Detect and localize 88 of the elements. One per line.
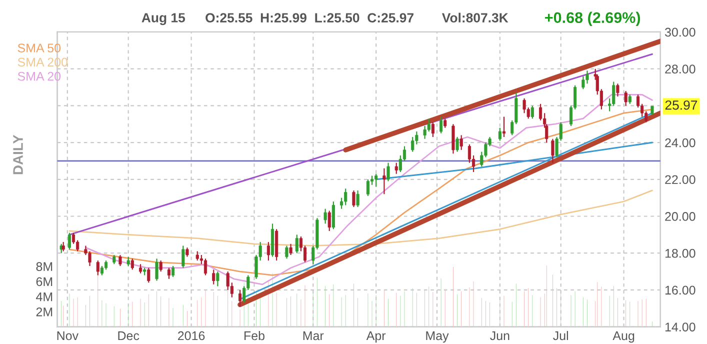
candlestick [452, 124, 455, 154]
candlestick [624, 90, 628, 106]
text: SMA 50 [18, 44, 61, 52]
candlestick [352, 190, 356, 208]
y2-tick-label: 8M [36, 262, 52, 271]
candlestick [147, 267, 150, 284]
x-tick-label: Jul [553, 330, 568, 340]
x-tick-label: Dec [118, 331, 140, 340]
candlestick [68, 232, 71, 250]
candlestick [171, 265, 175, 278]
candlestick [118, 254, 122, 267]
candlestick [456, 136, 459, 152]
text: O:25.55 H:25.99 L:25.50 C:25.97 [206, 13, 414, 22]
candlestick [539, 103, 542, 121]
y-tick-label: 18.00 [665, 248, 696, 258]
annotation: 25.97 [665, 100, 698, 110]
candlestick [460, 134, 463, 150]
y2-tick-label: 2M [36, 307, 52, 316]
x-tick-label: Feb [244, 330, 264, 340]
candlestick [394, 162, 398, 174]
candlestick [344, 188, 348, 206]
y-tick-label: 14.00 [665, 322, 696, 332]
candlestick [295, 234, 298, 254]
candlestick [155, 258, 158, 282]
y2-tick-label: 6M [36, 277, 52, 286]
candlestick [366, 178, 370, 197]
y-tick-label: 28.00 [665, 64, 696, 74]
candlestick [100, 265, 104, 276]
candlestick [498, 127, 502, 142]
candlestick [96, 260, 100, 276]
candlestick [104, 260, 108, 270]
candlestick [628, 94, 632, 104]
x-tick-label: Mar [303, 331, 324, 340]
y2-tick-label: 4M [36, 292, 52, 302]
candlestick [530, 105, 534, 120]
candlestick [324, 208, 327, 224]
text: Aug 15 [142, 13, 186, 26]
candlestick [468, 144, 471, 164]
text: SMA 200 [18, 58, 68, 67]
text: SMA 20 [18, 72, 61, 81]
text: Vol:807.3K [442, 12, 508, 22]
candlestick [328, 210, 331, 232]
x-tick-label: Jun [490, 331, 510, 340]
x-tick-label: Apr [366, 331, 386, 343]
y-tick-label: 20.00 [665, 212, 696, 221]
y-tick-label: 22.00 [665, 175, 696, 184]
candlestick [423, 125, 426, 140]
candlestick [289, 243, 292, 256]
candlestick [112, 254, 116, 265]
candlestick [167, 267, 170, 280]
y-tick-label: 16.00 [665, 286, 696, 295]
candlestick [551, 138, 554, 164]
candlestick [204, 258, 208, 276]
x-tick-label: Aug [612, 331, 634, 343]
candlestick [266, 241, 270, 262]
candlestick [196, 250, 199, 262]
candlestick [356, 190, 360, 208]
candlestick [332, 200, 335, 230]
candlestick [616, 83, 620, 98]
candlestick [612, 81, 616, 106]
candlestick [130, 258, 134, 270]
candlestick [182, 245, 185, 268]
candlestick [138, 264, 142, 274]
text: DAILY [13, 134, 23, 174]
candlestick [216, 270, 220, 287]
y-tick-label: 24.00 [665, 138, 696, 148]
candlestick [440, 116, 443, 134]
candlestick [126, 256, 130, 267]
candlestick [285, 245, 288, 260]
x-tick-label: May [426, 331, 449, 343]
candlestick [159, 260, 162, 272]
x-tick-label: Nov [57, 331, 78, 340]
x-tick-label: 2016 [178, 331, 205, 340]
candlestick [431, 122, 434, 138]
candlestick [444, 118, 447, 128]
candlestick [522, 98, 526, 114]
text: +0.68 (2.69%) [545, 12, 640, 26]
y-tick-label: 30.00 [664, 28, 696, 37]
candlestick [238, 289, 242, 308]
candlestick [386, 162, 390, 182]
candlestick [586, 70, 589, 84]
candlestick [212, 269, 216, 285]
candlestick [502, 116, 506, 138]
candlestick [374, 173, 378, 188]
candlestick [382, 168, 386, 195]
candlestick [62, 241, 65, 252]
candlestick [186, 247, 189, 258]
line-series [68, 190, 653, 246]
